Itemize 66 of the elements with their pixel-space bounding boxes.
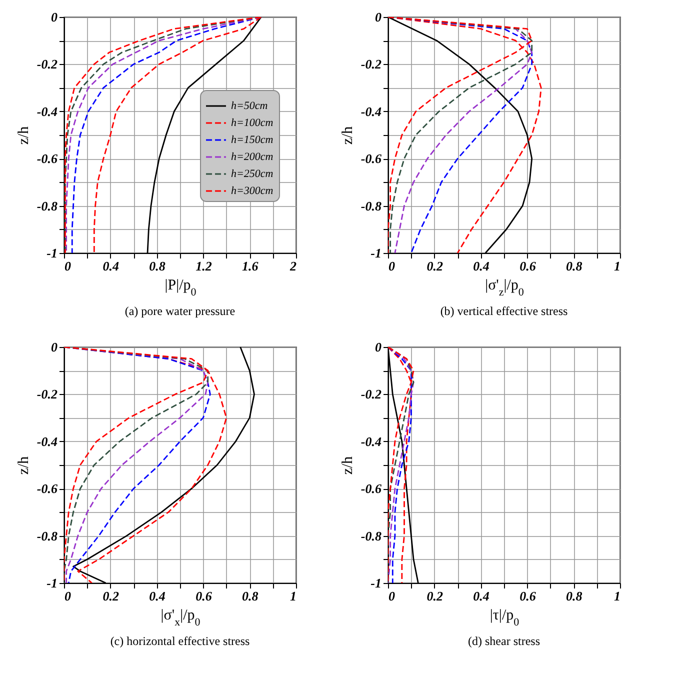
x-tick-label: 0.8 xyxy=(566,258,583,274)
x-tick-label: 1 xyxy=(290,588,296,604)
x-tick-label: 0.8 xyxy=(566,588,583,604)
y-tick-label: 0 xyxy=(51,10,58,24)
x-tick-label: 1 xyxy=(614,258,620,274)
x-tick-label: 0 xyxy=(388,258,396,274)
y-tick-label: -0.4 xyxy=(360,434,382,449)
x-tick-label: 0.8 xyxy=(242,588,259,604)
legend-label: h=250cm xyxy=(231,168,274,180)
x-axis-title: |τ|/p$_{0}$ xyxy=(490,608,520,628)
x-tick-label: 0.6 xyxy=(520,588,536,604)
y-tick-label: -0.4 xyxy=(36,104,58,119)
y-tick-label: -0.2 xyxy=(360,56,382,72)
y-tick-label: -0.8 xyxy=(36,528,58,544)
y-axis-title: z/h xyxy=(340,126,356,145)
x-tick-label: 0.4 xyxy=(473,588,490,604)
x-tick-label: 0.4 xyxy=(102,258,120,274)
x-tick-label: 0.2 xyxy=(426,258,444,274)
x-tick-label: 1 xyxy=(614,588,620,604)
y-tick-label: -1 xyxy=(46,576,58,590)
x-tick-label: 0.6 xyxy=(520,258,536,274)
y-tick-label: 0 xyxy=(375,10,382,24)
x-tick-label: 0.8 xyxy=(149,258,166,274)
y-tick-label: 0 xyxy=(51,340,58,354)
text: (b) vertical effective stress xyxy=(440,304,568,318)
text: (d) shear stress xyxy=(468,634,540,648)
text: (a) pore water pressure xyxy=(124,304,236,318)
legend-label: h=300cm xyxy=(231,185,274,197)
x-axis-title: |σ'$_{z}$|/p$_{0}$ xyxy=(485,278,524,298)
y-tick-label: -0.6 xyxy=(36,151,58,166)
y-tick-label: -0.8 xyxy=(360,198,382,214)
y-tick-label: -0.2 xyxy=(36,386,58,402)
x-tick-label: 2 xyxy=(289,258,297,274)
x-tick-label: 0.6 xyxy=(196,588,212,604)
x-tick-label: 0 xyxy=(64,258,72,274)
legend-label: h=150cm xyxy=(231,134,274,146)
y-tick-label: -1 xyxy=(370,576,382,590)
y-tick-label: -0.8 xyxy=(36,198,58,214)
x-tick-label: 0.4 xyxy=(149,588,166,604)
y-tick-label: -0.2 xyxy=(36,56,58,72)
text: (c) horizontal effective stress xyxy=(110,634,250,648)
y-tick-label: -0.6 xyxy=(360,481,382,496)
x-tick-label: 0.4 xyxy=(473,258,490,274)
legend-label: h=200cm xyxy=(231,151,274,163)
y-tick-label: -0.8 xyxy=(360,528,382,544)
x-axis-title: |σ'$_{x}$|/p$_{0}$ xyxy=(160,608,201,628)
y-tick-label: -0.6 xyxy=(360,151,382,166)
legend-label: h=50cm xyxy=(231,100,268,112)
x-axis-title: |P|/p$_{0}$ xyxy=(164,278,197,298)
y-tick-label: -0.6 xyxy=(36,481,58,496)
x-tick-label: 1.6 xyxy=(242,258,259,274)
y-tick-label: 0 xyxy=(375,340,382,354)
y-axis-title: z/h xyxy=(16,126,32,145)
y-tick-label: -0.4 xyxy=(36,434,58,449)
y-tick-label: -1 xyxy=(370,246,382,260)
y-tick-label: -0.2 xyxy=(360,386,382,402)
legend-label: h=100cm xyxy=(231,117,274,129)
x-tick-label: 1.2 xyxy=(196,258,212,274)
x-tick-label: 0 xyxy=(64,588,72,604)
x-tick-label: 0.2 xyxy=(426,588,444,604)
y-axis-title: z/h xyxy=(16,456,32,475)
x-tick-label: 0.2 xyxy=(102,588,120,604)
x-tick-label: 0 xyxy=(388,588,396,604)
y-axis-title: z/h xyxy=(340,456,356,475)
y-tick-label: -1 xyxy=(46,246,58,260)
y-tick-label: -0.4 xyxy=(360,104,382,119)
